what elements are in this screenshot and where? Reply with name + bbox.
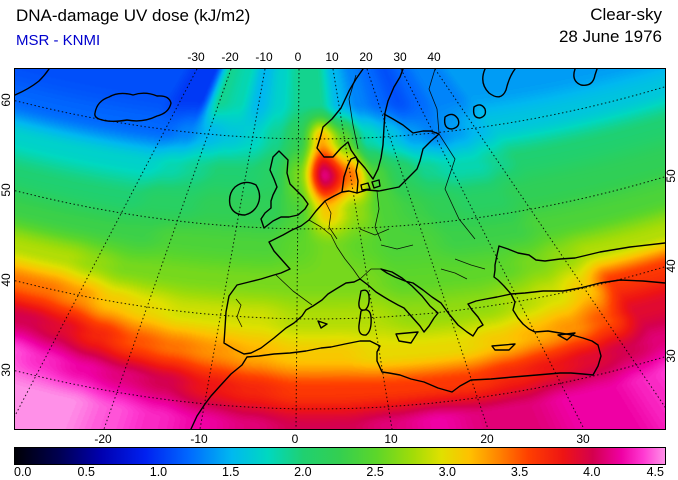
coastline-north-sea — [308, 191, 343, 221]
border-finland-russia — [428, 69, 440, 134]
coastline-scandinavia — [316, 69, 404, 180]
date-label: 28 June 1976 — [558, 27, 662, 46]
top-axis-tick-label: 10 — [325, 50, 339, 64]
top-axis-tick-label: -10 — [255, 50, 273, 64]
border-east-europe — [438, 133, 476, 240]
country-borders — [235, 69, 486, 328]
uv-dose-field-canvas — [15, 69, 665, 429]
colorbar-tick-label: 1.5 — [221, 465, 240, 479]
top-axis-tick-label: -20 — [221, 50, 239, 64]
graticule-meridian — [103, 69, 232, 429]
graticule-meridian — [15, 69, 198, 417]
figure-title: DNA-damage UV dose (kJ/m2) — [16, 6, 251, 25]
border-czech — [359, 228, 390, 236]
bottom-axis-tick-label: -10 — [190, 432, 208, 446]
coastline-lakes-ladoga-onega — [443, 104, 487, 130]
top-axis-tick-label: 0 — [294, 50, 302, 64]
colorbar-tick-label: 0.0 — [14, 465, 32, 479]
left-axis-tick-label: 30 — [0, 362, 13, 377]
border-france-east — [308, 219, 361, 280]
coastline-denmark — [341, 156, 381, 194]
coastline-iceland — [94, 92, 172, 122]
graticule-meridian — [332, 69, 393, 429]
border-balkans-2 — [454, 258, 486, 270]
coastline-islands-med — [317, 289, 576, 351]
right-axis-tick-label: 30 — [664, 349, 678, 363]
border-spain-portugal — [235, 298, 243, 328]
left-axis-tick-label: 50 — [0, 182, 13, 197]
graticule-meridian — [366, 69, 489, 429]
graticule-parallel — [15, 86, 665, 140]
graticule-meridian — [400, 69, 585, 429]
colorbar-tick-label: 0.5 — [77, 465, 95, 479]
coastline-ireland — [228, 181, 261, 216]
graticule-meridian — [295, 69, 300, 429]
top-axis-tick-label: 30 — [393, 50, 407, 64]
border-alps-north-italy — [359, 268, 381, 280]
bottom-axis-tick-label: -20 — [94, 432, 112, 446]
colorbar-tick-label: 3.5 — [510, 465, 529, 479]
coastline-greenland-corner — [15, 69, 50, 96]
left-axis-tick-label: 40 — [0, 272, 13, 287]
bottom-axis-tick-label: 0 — [291, 432, 299, 446]
top-axis-tick-label: 40 — [427, 50, 441, 64]
bottom-axis-tick-label: 20 — [480, 432, 494, 446]
map-frame — [14, 68, 666, 430]
colorbar — [14, 447, 666, 465]
top-axis-tick-label: 20 — [359, 50, 373, 64]
graticule-gridlines — [15, 69, 665, 429]
graticule-parallel — [15, 266, 665, 320]
border-pyrenees — [275, 274, 313, 306]
right-axis-tick-label: 50 — [664, 169, 678, 183]
border-austria-hungary — [380, 244, 414, 250]
graticule-meridian — [199, 69, 266, 429]
border-germany-west — [324, 200, 338, 240]
bottom-axis-tick-label: 10 — [384, 432, 398, 446]
coastlines — [15, 69, 665, 429]
right-axis-tick-label: 40 — [664, 259, 678, 273]
map-overlay — [15, 69, 665, 429]
colorbar-tick-label: 2.0 — [294, 465, 312, 479]
coastline-baltic-finland — [356, 113, 440, 194]
bottom-axis-tick-label: 30 — [576, 432, 590, 446]
colorbar-tick-label: 4.5 — [646, 465, 664, 479]
border-norway-sweden — [348, 74, 359, 150]
graticule-parallel — [15, 356, 665, 410]
sky-condition-label: Clear-sky — [590, 5, 662, 24]
coastline-west-europe — [223, 219, 665, 355]
colorbar-tick-label: 4.0 — [583, 465, 601, 479]
data-source-label: MSR - KNMI — [16, 32, 101, 49]
coastline-turkey-levant-africa — [190, 279, 665, 429]
border-balkans-1 — [440, 268, 468, 280]
coastline-britain — [260, 150, 309, 229]
graticule-parallel — [15, 176, 665, 230]
coastline-white-sea — [482, 69, 598, 98]
left-axis-tick-label: 60 — [0, 92, 13, 107]
top-axis-tick-label: -30 — [187, 50, 205, 64]
graticule-meridian — [434, 69, 665, 408]
colorbar-tick-label: 1.0 — [149, 465, 168, 479]
colorbar-tick-label: 2.5 — [366, 465, 384, 479]
colorbar-tick-label: 3.0 — [438, 465, 457, 479]
